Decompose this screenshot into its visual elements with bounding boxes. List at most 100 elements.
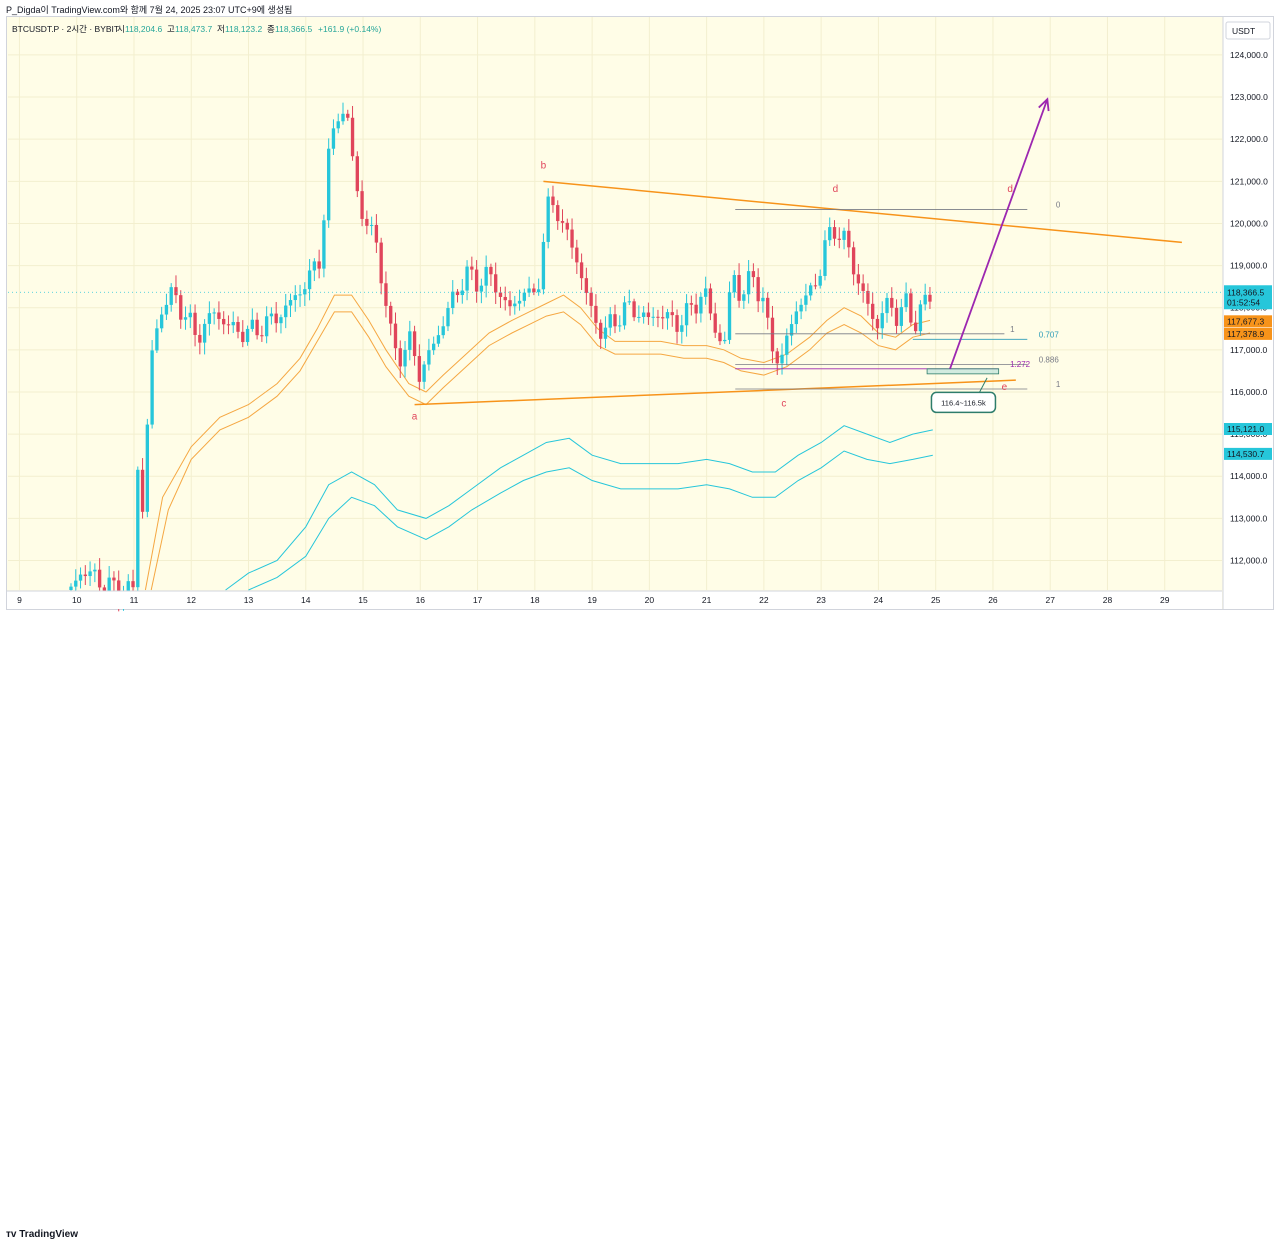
candle-body <box>551 196 555 206</box>
candle-body <box>761 297 765 302</box>
price-tag: 114,530.7 <box>1227 449 1264 459</box>
wave-label: d <box>833 184 839 195</box>
legend-symbol[interactable]: BTCUSDT.P · 2시간 · BYBIT <box>12 24 119 34</box>
wave-label: d <box>1007 184 1013 195</box>
candle-body <box>913 322 918 332</box>
candle-body <box>436 335 441 344</box>
candle-body <box>684 303 689 326</box>
candle-body <box>431 343 436 351</box>
time-tick-label: 11 <box>130 595 139 605</box>
candle-body <box>532 288 536 293</box>
candle-body <box>355 156 359 192</box>
axes: 112,000.0113,000.0114,000.0115,000.0116,… <box>7 17 1273 609</box>
tradingview-logo[interactable]: ᴛᴠ TradingView <box>6 1229 78 1240</box>
candle-body <box>327 148 331 221</box>
legend-close: 118,366.5 <box>275 24 312 34</box>
candle-body <box>556 205 560 222</box>
time-tick-label: 26 <box>988 595 998 605</box>
candles <box>69 102 932 612</box>
callout-label: 116.4~116.5k <box>941 398 986 407</box>
candle-body <box>703 288 708 297</box>
candle-body <box>646 312 651 318</box>
candle-body <box>145 424 150 512</box>
candle-body <box>140 469 145 512</box>
candle-body <box>622 302 627 326</box>
candle-body <box>183 317 188 320</box>
time-tick-label: 16 <box>416 595 426 605</box>
candle-body <box>517 300 522 304</box>
candle-body <box>675 315 679 332</box>
candle-body <box>417 356 422 382</box>
candle-body <box>479 285 484 292</box>
candle-body <box>83 574 87 577</box>
candle-body <box>245 328 250 343</box>
time-tick-label: 13 <box>244 595 254 605</box>
candle-body <box>861 283 865 291</box>
candle-body <box>198 334 202 343</box>
candle-body <box>398 348 402 367</box>
candle-body <box>379 242 383 284</box>
indicator-bands <box>144 294 933 591</box>
candle-body <box>594 305 598 323</box>
legend-low-label: 저 <box>217 24 225 34</box>
candle-body <box>188 312 192 318</box>
candle-body <box>770 317 775 352</box>
candle-body <box>446 308 450 327</box>
candle-body <box>785 335 789 355</box>
time-tick-label: 21 <box>702 595 712 605</box>
candle-body <box>766 297 770 318</box>
candle-body <box>346 113 350 118</box>
candle-body <box>174 287 178 296</box>
candle-body <box>322 220 326 269</box>
candle-body <box>823 240 827 276</box>
price-tag-bg <box>1224 447 1272 460</box>
legend-low: 118,123.2 <box>225 24 262 34</box>
candle-body <box>680 325 684 332</box>
candle-body <box>694 304 698 314</box>
candle-body <box>713 313 717 333</box>
candle-body <box>284 305 288 318</box>
candle-body <box>894 307 899 326</box>
price-axis <box>1223 17 1273 609</box>
time-tick-label: 12 <box>187 595 197 605</box>
currency-badge[interactable]: USDT <box>1225 21 1271 40</box>
candle-body <box>904 293 908 308</box>
candle-body <box>74 580 78 587</box>
time-tick-label: 25 <box>931 595 941 605</box>
candle-body <box>742 294 746 301</box>
candle-body <box>179 295 183 320</box>
candle-body <box>847 230 851 248</box>
candle-body <box>665 312 670 319</box>
candle-body <box>389 305 393 324</box>
candle-body <box>570 229 574 248</box>
candle-body <box>441 326 445 336</box>
candle-body <box>494 274 498 293</box>
candle-body <box>303 289 307 295</box>
candle-body <box>508 300 512 307</box>
legend: BTCUSDT.P · 2시간 · BYBIT 시 118,204.6 고 11… <box>12 24 381 34</box>
grid <box>8 17 1222 590</box>
candle-body <box>427 350 431 365</box>
wave-label: a <box>412 411 418 422</box>
time-tick-label: 20 <box>645 595 655 605</box>
price-tick-label: 116,000.0 <box>1230 387 1267 397</box>
candle-body <box>231 321 235 326</box>
candle-body <box>909 293 913 323</box>
candle-body <box>274 313 278 324</box>
candle-body <box>341 113 345 122</box>
candle-body <box>880 313 884 329</box>
candle-body <box>536 289 541 293</box>
time-tick-label: 29 <box>1160 595 1170 605</box>
projection-arrow <box>949 98 1049 370</box>
candle-body <box>393 323 398 349</box>
candle-body <box>928 294 932 302</box>
candle-body <box>866 290 870 304</box>
candle-body <box>603 327 608 339</box>
candle-body <box>212 312 216 314</box>
cyan-band <box>225 425 933 591</box>
fib-level-label: 0.707 <box>1039 330 1060 339</box>
candle-body <box>169 287 173 305</box>
candle-body <box>102 587 107 594</box>
price-tick-label: 119,000.0 <box>1230 261 1267 271</box>
